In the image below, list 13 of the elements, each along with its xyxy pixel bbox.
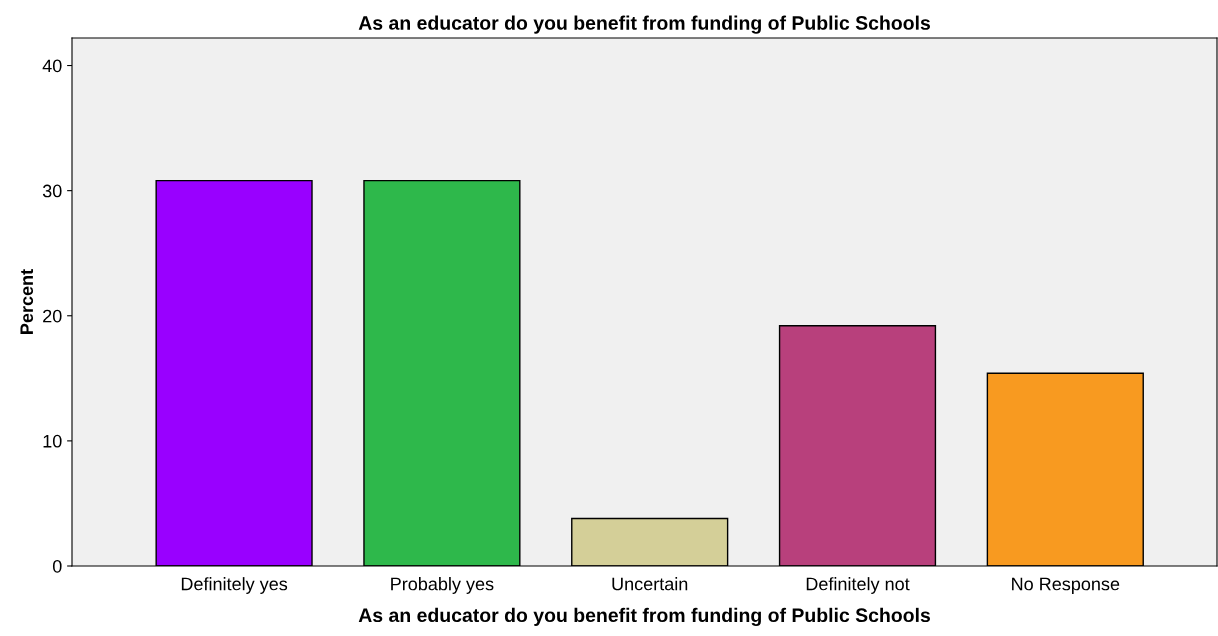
x-tick-label: Uncertain	[612, 577, 688, 591]
y-axis-title: Percent	[20, 269, 34, 334]
y-tick-label: 0	[52, 559, 62, 573]
y-tick-label: 30	[42, 184, 62, 198]
y-tick-label: 40	[42, 59, 62, 73]
y-tick-label: 20	[43, 309, 62, 323]
y-tick-label: 10	[43, 434, 62, 448]
x-tick-label: Definitely yes	[181, 577, 288, 594]
x-axis-title: As an educator do you benefit from funding of Public Schools	[358, 607, 930, 627]
x-tick-label: Definitely not	[806, 577, 910, 594]
x-tick-label: Probably yes	[391, 577, 494, 594]
chart-title: As an educator do you benefit from funding of Public Schools	[358, 15, 930, 34]
x-tick-label: No Response	[1012, 577, 1120, 594]
